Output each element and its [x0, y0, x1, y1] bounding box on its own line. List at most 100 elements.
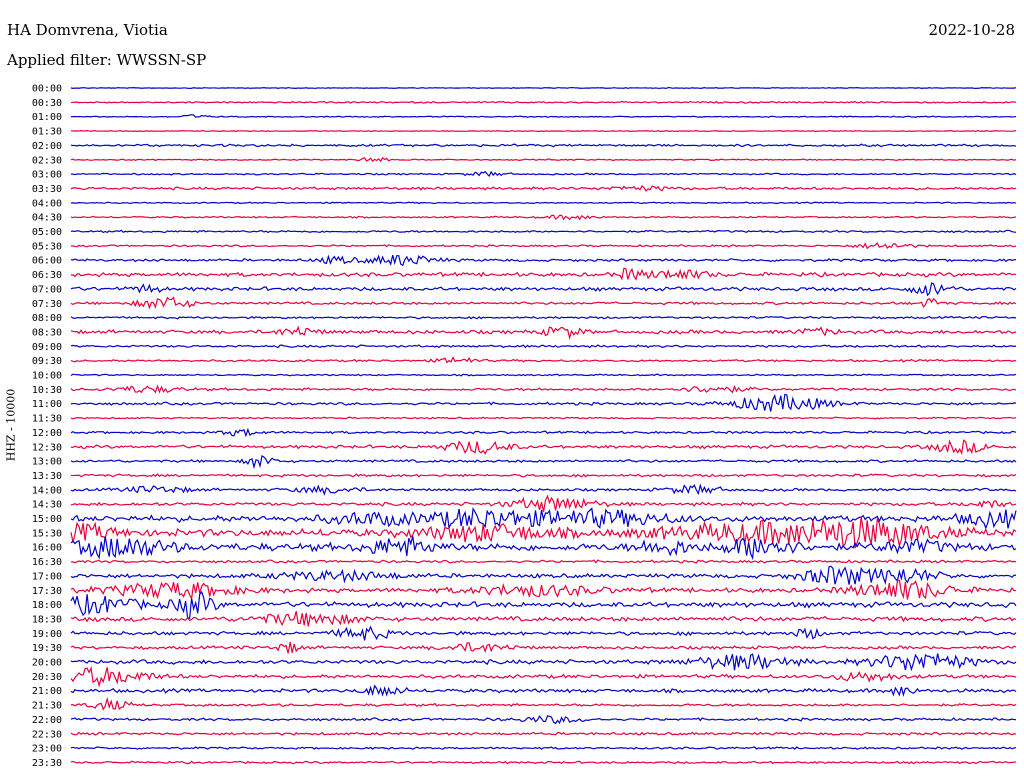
- tick-label-1000: 10:00: [32, 371, 62, 382]
- tick-label-2130: 21:30: [32, 701, 62, 712]
- tick-label-1230: 12:30: [32, 442, 62, 453]
- tick-label-1500: 15:00: [32, 514, 62, 525]
- trace-1700: [70, 565, 1017, 585]
- tick-label-1700: 17:00: [32, 571, 62, 582]
- tick-label-1100: 11:00: [32, 399, 62, 410]
- trace-1200: [70, 427, 1017, 438]
- trace-0430: [70, 214, 1017, 221]
- trace-1900: [70, 625, 1017, 641]
- station-title: HA Domvrena, Viotia: [7, 21, 168, 39]
- trace-0200: [70, 143, 1017, 148]
- tick-label-2300: 23:00: [32, 744, 62, 755]
- trace-0530: [70, 242, 1017, 250]
- tick-label-0300: 03:00: [32, 170, 62, 181]
- tick-label-1400: 14:00: [32, 485, 62, 496]
- trace-2030: [70, 665, 1017, 688]
- trace-1430: [70, 494, 1017, 512]
- trace-1600: [70, 536, 1017, 561]
- trace-1330: [70, 473, 1017, 478]
- filter-label: Applied filter:: [7, 51, 112, 69]
- tick-label-0600: 06:00: [32, 256, 62, 267]
- trace-0100: [70, 114, 1017, 118]
- trace-0000: [70, 86, 1017, 90]
- tick-label-1300: 13:00: [32, 457, 62, 468]
- tick-label-0800: 08:00: [32, 313, 62, 324]
- trace-0030: [70, 100, 1017, 104]
- tick-label-1200: 12:00: [32, 428, 62, 439]
- tick-label-0100: 01:00: [32, 112, 62, 123]
- trace-1130: [70, 416, 1017, 420]
- tick-label-0130: 01:30: [32, 127, 62, 138]
- trace-0930: [70, 356, 1017, 364]
- trace-1730: [70, 579, 1017, 601]
- tick-label-1330: 13:30: [32, 471, 62, 482]
- tick-label-2030: 20:30: [32, 672, 62, 683]
- tick-label-0530: 05:30: [32, 241, 62, 252]
- tick-label-1600: 16:00: [32, 543, 62, 554]
- trace-0630: [70, 267, 1017, 281]
- tick-label-1530: 15:30: [32, 528, 62, 539]
- tick-label-1900: 19:00: [32, 629, 62, 640]
- tick-label-2000: 20:00: [32, 658, 62, 669]
- tick-label-0030: 00:30: [32, 98, 62, 109]
- trace-1300: [70, 455, 1017, 470]
- trace-1500: [70, 507, 1017, 530]
- tick-label-2200: 22:00: [32, 715, 62, 726]
- tick-label-0400: 04:00: [32, 198, 62, 209]
- trace-2000: [70, 653, 1017, 672]
- trace-2300: [70, 746, 1017, 750]
- tick-label-0930: 09:30: [32, 356, 62, 367]
- trace-1230: [70, 439, 1017, 456]
- trace-1830: [70, 611, 1017, 627]
- trace-0900: [70, 344, 1017, 349]
- tick-label-1130: 11:30: [32, 414, 62, 425]
- tick-label-0000: 00:00: [32, 84, 62, 95]
- tick-label-0200: 02:00: [32, 141, 62, 152]
- tick-label-1830: 18:30: [32, 614, 62, 625]
- tick-label-0730: 07:30: [32, 299, 62, 310]
- trace-0730: [70, 296, 1017, 310]
- trace-0830: [70, 325, 1017, 340]
- trace-1930: [70, 641, 1017, 654]
- tick-label-2330: 23:30: [32, 758, 62, 769]
- trace-0130: [70, 130, 1017, 133]
- trace-2230: [70, 731, 1017, 736]
- tick-label-0500: 05:00: [32, 227, 62, 238]
- trace-1030: [70, 384, 1017, 394]
- tick-label-2100: 21:00: [32, 686, 62, 697]
- tick-label-1930: 19:30: [32, 643, 62, 654]
- tick-label-0830: 08:30: [32, 327, 62, 338]
- tick-label-0230: 02:30: [32, 155, 62, 166]
- trace-1800: [70, 590, 1017, 620]
- record-date: 2022-10-28: [928, 21, 1015, 39]
- trace-1400: [70, 483, 1017, 496]
- trace-1530: [70, 516, 1017, 549]
- trace-2330: [70, 760, 1017, 765]
- tick-label-2230: 22:30: [32, 729, 62, 740]
- tick-label-0330: 03:30: [32, 184, 62, 195]
- trace-0230: [70, 157, 1017, 163]
- trace-0300: [70, 170, 1017, 178]
- trace-0700: [70, 282, 1017, 297]
- trace-2200: [70, 715, 1017, 725]
- trace-2130: [70, 696, 1017, 711]
- tick-label-0900: 09:00: [32, 342, 62, 353]
- trace-0600: [70, 254, 1017, 267]
- tick-label-1800: 18:00: [32, 600, 62, 611]
- trace-0400: [70, 201, 1017, 205]
- tick-label-1730: 17:30: [32, 586, 62, 597]
- trace-1630: [70, 559, 1017, 564]
- trace-2100: [70, 684, 1017, 698]
- trace-0800: [70, 315, 1017, 320]
- trace-1000: [70, 373, 1017, 377]
- tick-label-0430: 04:30: [32, 213, 62, 224]
- tick-label-0630: 06:30: [32, 270, 62, 281]
- tick-label-1030: 10:30: [32, 385, 62, 396]
- tick-label-1630: 16:30: [32, 557, 62, 568]
- tick-label-1430: 14:30: [32, 500, 62, 511]
- trace-0330: [70, 184, 1017, 192]
- tick-label-0700: 07:00: [32, 284, 62, 295]
- filter-value: WWSSN-SP: [116, 51, 207, 69]
- trace-1100: [70, 393, 1017, 412]
